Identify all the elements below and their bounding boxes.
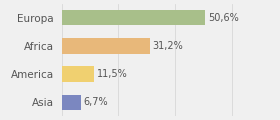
- Bar: [62, 10, 206, 25]
- Bar: [62, 66, 94, 82]
- Text: 6,7%: 6,7%: [83, 97, 108, 107]
- Bar: [62, 38, 150, 54]
- Text: 31,2%: 31,2%: [153, 41, 183, 51]
- Text: 50,6%: 50,6%: [208, 13, 239, 23]
- Bar: [62, 95, 81, 110]
- Text: 11,5%: 11,5%: [97, 69, 127, 79]
